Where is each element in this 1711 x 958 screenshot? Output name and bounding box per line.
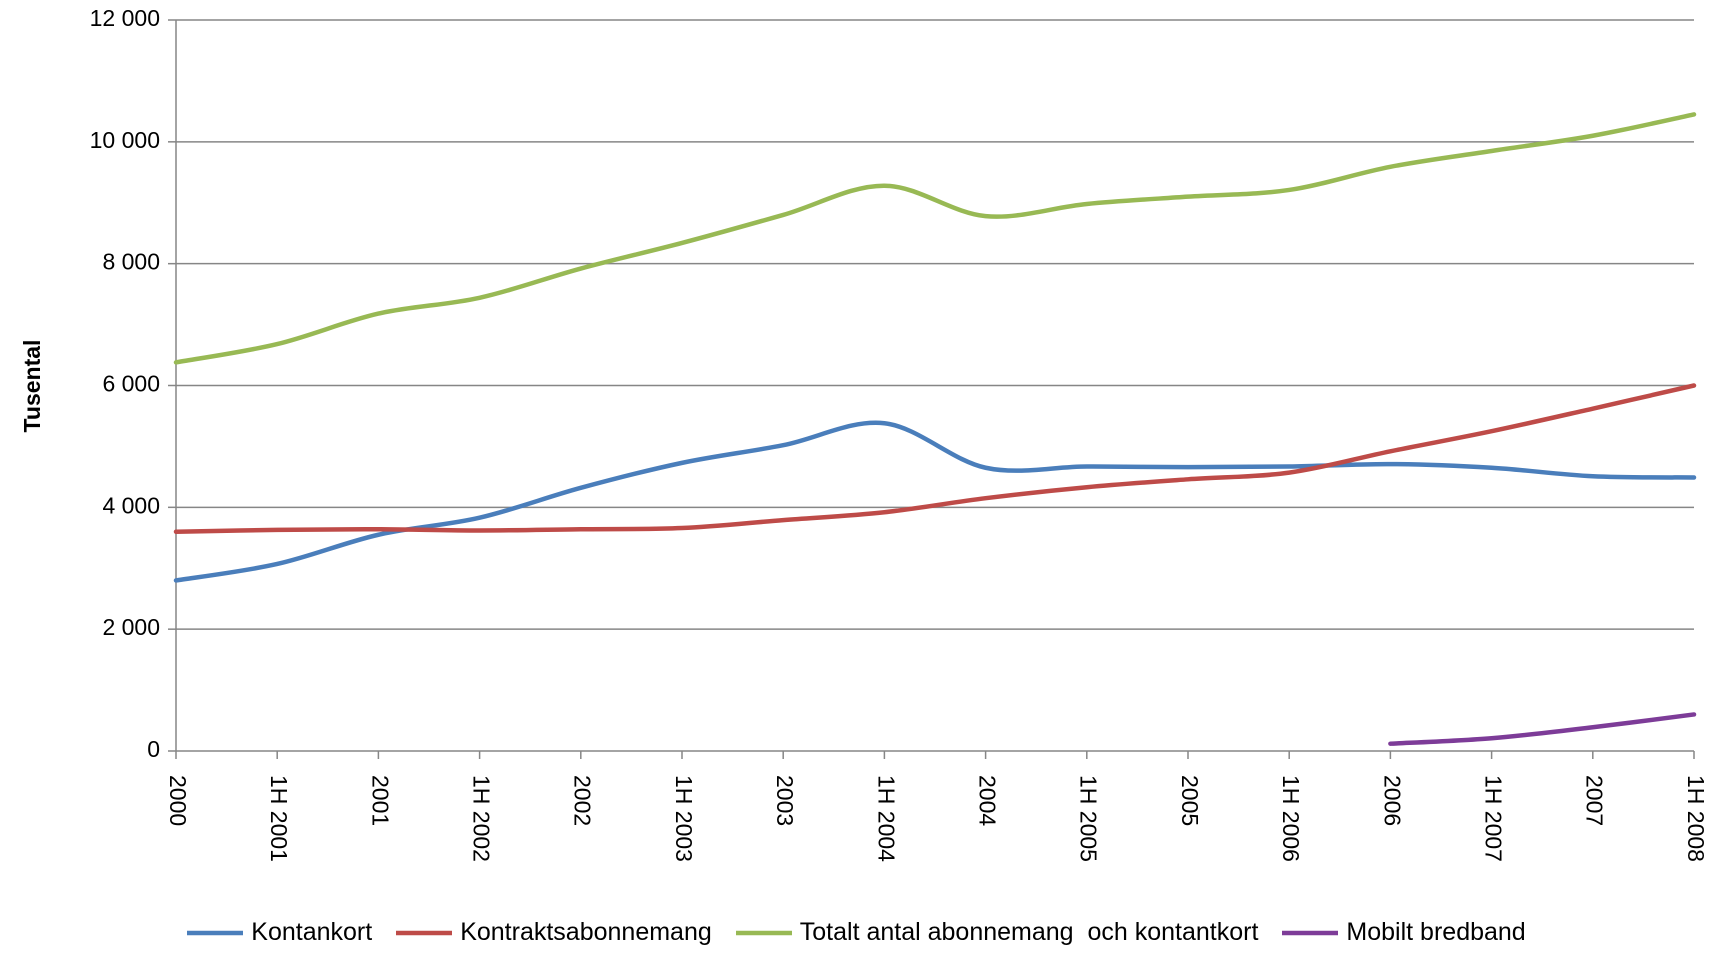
x-tick-label: 2007 <box>1582 775 1608 826</box>
legend-item: Kontankort <box>185 918 372 947</box>
y-tick-label: 8 000 <box>102 249 160 275</box>
y-tick-label: 6 000 <box>102 371 160 397</box>
legend-item: Kontraktsabonnemang <box>394 918 712 947</box>
series-line <box>173 420 1697 583</box>
series-line <box>173 112 1697 365</box>
x-tick-label: 1H 2003 <box>671 775 697 862</box>
legend-label: Kontraktsabonnemang <box>460 918 712 946</box>
chart: Tusental 0 2 000 4 000 6 000 8 000 10 000 12 0… <box>19 5 1709 862</box>
x-tick-label: 1H 2006 <box>1278 775 1304 862</box>
x-tick-label: 1H 2001 <box>266 775 292 862</box>
legend-swatch <box>396 930 453 935</box>
x-tick-label: 2000 <box>165 775 191 826</box>
x-tick-label: 2006 <box>1379 775 1405 826</box>
y-tick-label: 10 000 <box>90 127 160 153</box>
x-tick-label: 2003 <box>772 775 798 826</box>
y-tick-label: 12 000 <box>90 5 160 31</box>
legend-swatch <box>187 930 244 935</box>
x-tick-label: 1H 2008 <box>1683 775 1709 862</box>
legend-label: Mobilt bredband <box>1346 918 1526 946</box>
x-tick-label: 1H 2004 <box>873 775 899 862</box>
x-tick-label: 2001 <box>367 775 393 826</box>
legend-item: Mobilt bredband <box>1280 918 1526 947</box>
legend-item: Totalt antal abonnemang och kontantkort <box>734 918 1259 947</box>
series-line <box>1388 712 1697 746</box>
legend: Kontankort Kontraktsabonnemang Totalt anta… <box>0 918 1711 947</box>
legend-swatch <box>735 930 792 935</box>
y-tick-label: 4 000 <box>102 492 160 518</box>
y-tick-label: 0 <box>147 736 160 762</box>
legend-swatch <box>1282 930 1339 935</box>
x-tick-label: 2002 <box>570 775 596 826</box>
y-axis-label: Tusental <box>19 340 45 433</box>
y-tick-label: 2 000 <box>102 614 160 640</box>
x-tick-label: 1H 2002 <box>469 775 495 862</box>
legend-label: Kontankort <box>251 918 373 946</box>
x-tick-label: 1H 2007 <box>1481 775 1507 862</box>
x-tick-label: 2005 <box>1177 775 1203 826</box>
x-tick-label: 1H 2005 <box>1076 775 1102 862</box>
series-line <box>173 383 1697 534</box>
legend-label: Totalt antal abonnemang och kontantkort <box>799 918 1259 946</box>
x-tick-label: 2004 <box>975 775 1001 826</box>
